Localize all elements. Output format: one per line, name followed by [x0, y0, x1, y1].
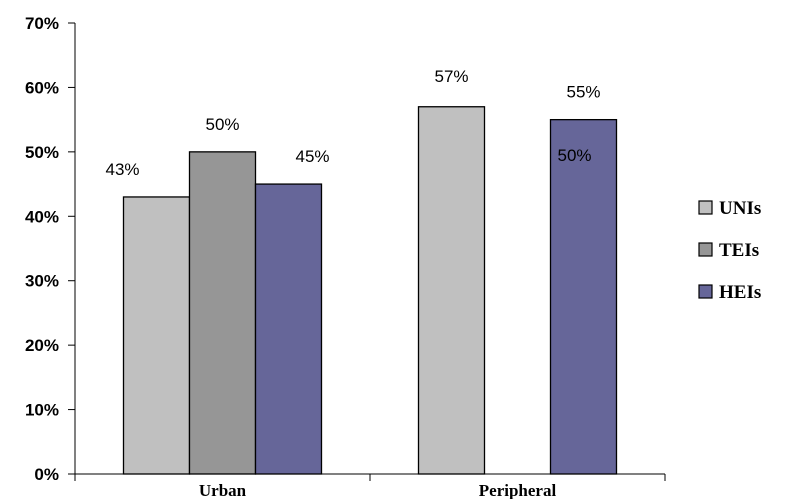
y-tick-label: 70%: [25, 14, 59, 33]
bar-unis-urban: [122, 196, 191, 475]
bar-heis-urban: [254, 183, 323, 475]
legend: UNIs TEIs HEIs: [698, 198, 761, 303]
legend-swatch: [698, 242, 713, 257]
legend-label: UNIs: [719, 198, 761, 219]
data-label-teis-peripheral: 50%: [557, 146, 591, 165]
x-tick-label: Urban: [199, 481, 247, 499]
legend-swatch: [698, 284, 713, 299]
y-tick-label: 50%: [25, 143, 59, 162]
y-tick-label: 20%: [25, 336, 59, 355]
bars: [122, 106, 618, 475]
x-tick-label: Peripheral: [479, 481, 557, 499]
bar-heis-peripheral: [549, 118, 618, 475]
legend-item-unis: UNIs: [698, 198, 761, 219]
y-tick-label: 0%: [34, 465, 59, 484]
data-label-heis-peripheral: 55%: [566, 83, 600, 102]
bar-teis-urban: [188, 151, 257, 475]
data-label-unis-peripheral: 57%: [434, 67, 468, 86]
data-label-unis-urban: 43%: [105, 160, 139, 179]
legend-item-teis: TEIs: [698, 240, 759, 261]
data-label-heis-urban: 45%: [295, 147, 329, 166]
y-tick-label: 30%: [25, 272, 59, 291]
legend-label: TEIs: [719, 240, 759, 261]
x-axis: Urban Peripheral: [74, 473, 666, 499]
legend-swatch: [698, 200, 713, 215]
data-label-teis-urban: 50%: [205, 115, 239, 134]
y-axis: 0% 10% 20% 30% 40% 50% 60% 70%: [25, 14, 76, 484]
y-tick-label: 60%: [25, 78, 59, 97]
y-tick-label: 10%: [25, 401, 59, 420]
legend-label: HEIs: [719, 282, 761, 303]
data-labels: 43% 57% 50% 50% 45% 55%: [105, 67, 600, 179]
bar-unis-peripheral: [417, 106, 486, 475]
y-tick-label: 40%: [25, 207, 59, 226]
legend-item-heis: HEIs: [698, 282, 761, 303]
